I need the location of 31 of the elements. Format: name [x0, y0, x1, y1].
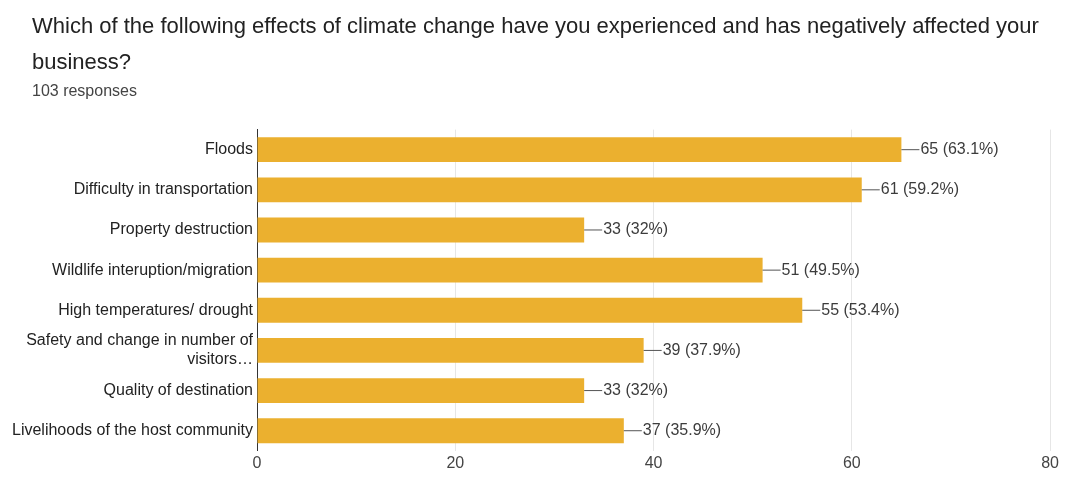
- data-label: 51 (49.5%): [781, 260, 860, 278]
- data-label: 33 (32%): [603, 380, 669, 398]
- data-label: 33 (32%): [603, 220, 669, 238]
- data-label: 61 (59.2%): [880, 180, 960, 198]
- y-tick-label: Safety and change in number of visitors…: [26, 331, 254, 368]
- bar: [257, 217, 585, 243]
- data-label: 65 (63.1%): [920, 140, 999, 158]
- y-tick-label: Wildlife interuption/migration: [52, 260, 254, 278]
- x-tick-label: 0: [252, 453, 262, 471]
- y-tick-label: Floods: [204, 140, 254, 158]
- x-tick-label: 40: [644, 453, 663, 471]
- x-tick-label: 60: [842, 453, 861, 471]
- bar: [257, 297, 803, 323]
- bar: [257, 177, 862, 203]
- data-label: 37 (35.9%): [642, 421, 722, 439]
- y-tick-label: High temperatures/ drought: [58, 300, 254, 318]
- bar: [257, 418, 624, 444]
- x-tick-label: 20: [446, 453, 465, 471]
- y-tick-label: Quality of destination: [103, 380, 254, 398]
- text: 103 responses: [32, 82, 138, 100]
- bar: [257, 378, 585, 404]
- bar: [257, 137, 902, 163]
- bar: [257, 337, 644, 363]
- y-tick-label: Property destruction: [109, 220, 254, 238]
- chart-title: Which of the following effects of climate change have you experienced and has negatively affected your business?: [32, 12, 1040, 76]
- data-label: 39 (37.9%): [662, 340, 741, 358]
- y-tick-label: Livelihoods of the host community: [12, 421, 254, 439]
- x-tick-label: 80: [1041, 453, 1060, 471]
- y-tick-label: Difficulty in transportation: [73, 180, 254, 198]
- bar: [257, 257, 763, 283]
- data-label: 55 (53.4%): [821, 300, 900, 318]
